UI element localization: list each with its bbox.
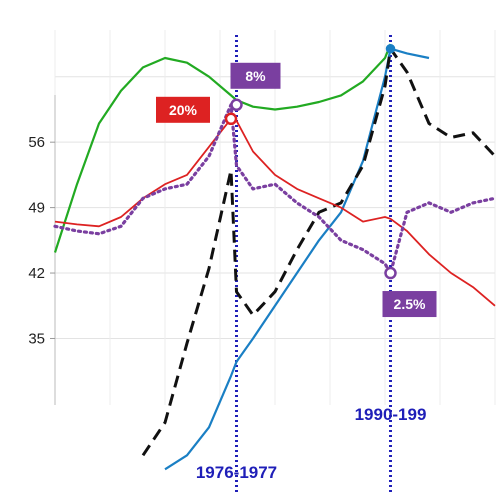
y-tick-label-2: 42 [28,265,45,282]
y-tick-label-1: 49 [28,200,45,217]
marker-point-2 [384,266,397,280]
series-line-3 [54,117,496,307]
period-lines [235,35,392,495]
marker-point-3 [385,43,396,54]
series-lines [53,43,497,471]
series-line-0 [53,43,392,253]
period-label-1: 1990-199 [355,405,427,424]
period-label-0: 1976-1977 [196,463,277,482]
y-tick-label-0: 56 [28,134,45,151]
series-line-4 [53,103,497,275]
marker-point-0 [224,112,238,126]
period-labels: 1976-1977 1990-199 [196,405,427,482]
marker-label-1: 8% [245,68,266,84]
marker-label-0: 20% [169,102,198,118]
series-line-2 [141,47,497,457]
marker-badge-2 [382,291,437,318]
marker-badge-1 [230,62,281,89]
marker-label-2: 2.5% [394,296,426,312]
highlight-markers: 20% 8% 2.5% [156,43,437,318]
y-axis: 56 49 42 35 [28,95,56,405]
marker-badge-0 [156,96,210,123]
y-tick-label-3: 35 [28,330,45,347]
marker-point-1 [230,98,243,112]
